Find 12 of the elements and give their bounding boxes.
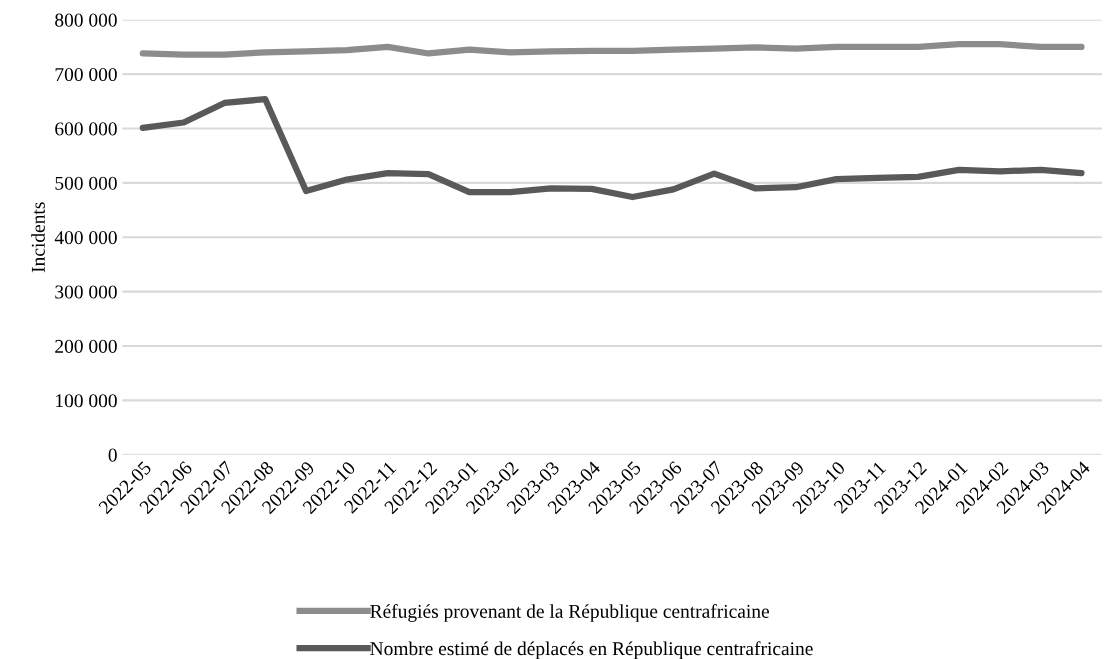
y-tick-label: 100 000 bbox=[56, 394, 117, 408]
y-tick-label: 200 000 bbox=[55, 339, 117, 353]
y-axis-title: Incidents bbox=[31, 202, 45, 273]
y-tick-label: 700 000 bbox=[55, 67, 117, 82]
y-tick-label: 400 000 bbox=[54, 231, 117, 245]
legend-label: Réfugiés provenant de la République centrafricaine bbox=[370, 604, 769, 622]
y-tick-label: 0 bbox=[108, 448, 117, 462]
y-tick-label: 600 000 bbox=[55, 122, 117, 136]
y-tick-label: 300 000 bbox=[55, 285, 117, 299]
y-tick-label: 800 000 bbox=[55, 13, 117, 27]
legend-label: Nombre estimé de déplacés en République centrafricaine bbox=[370, 641, 813, 659]
y-tick-label: 500 000 bbox=[55, 176, 117, 190]
